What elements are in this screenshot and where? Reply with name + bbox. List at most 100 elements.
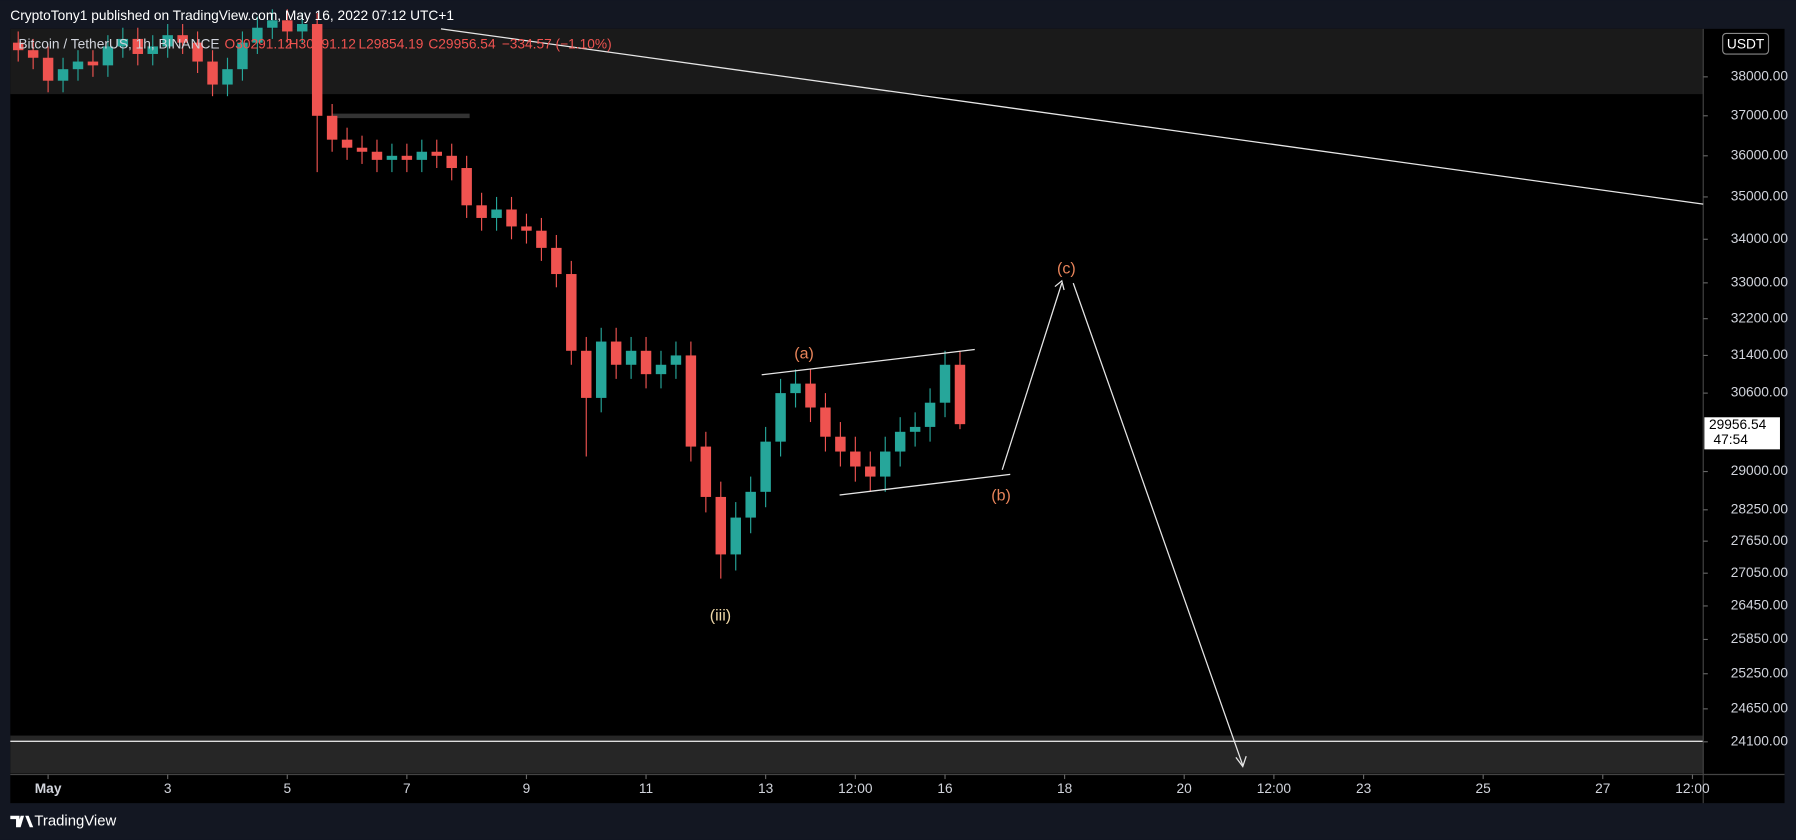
- y-tick-label: 24650.00: [1731, 700, 1789, 715]
- y-tick-label: 29000.00: [1731, 463, 1789, 478]
- channel-bottom: [839, 473, 1011, 496]
- candle-body: [625, 350, 637, 365]
- candle-body: [461, 168, 472, 206]
- candle-body: [536, 230, 547, 248]
- y-tick-label: 33000.00: [1731, 274, 1789, 289]
- candle-body: [102, 46, 114, 66]
- wave-label: (b): [991, 486, 1011, 504]
- x-tick-label: 11: [639, 781, 653, 796]
- x-tick-label: 25: [1476, 781, 1492, 796]
- y-tick-label: 35000.00: [1731, 189, 1789, 204]
- candle-body: [610, 341, 622, 365]
- y-tick-label: 26450.00: [1731, 598, 1789, 613]
- x-tick-label: May: [35, 781, 62, 796]
- trendline: [440, 28, 1704, 205]
- y-tick-label: 28250.00: [1731, 501, 1789, 516]
- candle-body: [401, 155, 413, 160]
- candle-body: [117, 38, 129, 47]
- x-tick-label: 23: [1356, 781, 1372, 796]
- candle-body: [745, 491, 756, 518]
- wave-label: (iii): [710, 607, 731, 625]
- candles: [12, 9, 966, 579]
- candle-body: [894, 431, 906, 452]
- candle-body: [775, 393, 786, 442]
- candle-body: [790, 383, 801, 394]
- candle-body: [177, 35, 188, 43]
- candle-body: [162, 35, 173, 47]
- candle-body: [655, 364, 667, 375]
- candle-body: [954, 364, 966, 425]
- candle-body: [72, 61, 84, 70]
- candle-body: [506, 209, 517, 227]
- y-tick-label: 31400.00: [1731, 347, 1789, 362]
- candle-body: [760, 441, 771, 492]
- arrow-head: [1235, 755, 1247, 768]
- candle-body: [865, 466, 876, 477]
- y-tick-label: 37000.00: [1731, 107, 1789, 122]
- x-tick-label: 13: [758, 781, 774, 796]
- candle-body: [341, 139, 353, 148]
- y-tick-label: 36000.00: [1731, 147, 1789, 162]
- x-tick-label: 12:00: [1257, 781, 1292, 796]
- candle-body: [730, 517, 741, 555]
- candle-body: [551, 247, 562, 275]
- countdown: 47:54: [1714, 432, 1749, 447]
- x-tick-label: 16: [937, 781, 953, 796]
- candle-body: [909, 426, 921, 432]
- candle-body: [685, 355, 697, 447]
- candle-body: [595, 341, 607, 398]
- legend-close: C29956.54: [428, 37, 496, 52]
- x-tick-label: 18: [1057, 781, 1073, 796]
- x-tick-label: 7: [403, 781, 411, 796]
- legend-open: O30291.12: [225, 37, 293, 52]
- plot-area: [10, 28, 1785, 804]
- x-tick-label: 20: [1177, 781, 1193, 796]
- y-tick-label: 34000.00: [1731, 231, 1789, 246]
- symbol-legend: Bitcoin / TetherUS, 1h, BINANCE O30291.1…: [18, 37, 611, 52]
- wave-label: (c): [1057, 260, 1076, 278]
- candle-body: [446, 155, 457, 169]
- y-tick-label: 30600.00: [1731, 385, 1789, 400]
- candle-body: [267, 20, 278, 28]
- candle-body: [147, 46, 158, 54]
- candle-body: [356, 147, 368, 152]
- channel-top: [761, 348, 975, 376]
- x-tick-label: 5: [283, 781, 291, 796]
- symbol: Bitcoin / TetherUS, 1h, BINANCE: [18, 37, 219, 52]
- projection-down: [1072, 282, 1244, 766]
- y-tick-label: 24100.00: [1731, 733, 1789, 748]
- candle-body: [431, 151, 442, 156]
- y-tick-label: 27050.00: [1731, 565, 1789, 580]
- projection-up: [1001, 282, 1063, 471]
- candle-body: [416, 151, 428, 160]
- candle-body: [879, 451, 891, 477]
- candle-body: [491, 209, 502, 218]
- candle-body: [640, 350, 652, 375]
- legend-high: H30291.12: [289, 37, 356, 52]
- candle-body: [670, 355, 682, 365]
- y-tick-label: 25850.00: [1731, 631, 1789, 646]
- candle-body: [715, 496, 727, 555]
- candle-body: [207, 61, 218, 85]
- last-price: 29956.54: [1709, 417, 1767, 432]
- currency[interactable]: USDT: [1727, 37, 1765, 52]
- candle-body: [581, 350, 592, 398]
- top-zone: [10, 28, 1704, 95]
- candle-body: [87, 61, 99, 66]
- candle-body: [386, 155, 398, 160]
- candle-body: [850, 451, 861, 467]
- y-tick-label: 25250.00: [1731, 665, 1789, 680]
- last-price-box: [1704, 417, 1780, 450]
- candle-body: [939, 364, 951, 403]
- candle-body: [42, 57, 54, 81]
- x-tick-label: 12:00: [1675, 781, 1710, 796]
- x-tick-label: 9: [523, 781, 531, 796]
- publisher-line: CryptoTony1 published on TradingView.com…: [10, 8, 454, 23]
- currency-badge[interactable]: [1722, 32, 1770, 55]
- candle-body: [371, 151, 383, 160]
- y-tick-label: 32200.00: [1731, 310, 1789, 325]
- candle-body: [924, 402, 936, 427]
- candle-body: [252, 27, 263, 43]
